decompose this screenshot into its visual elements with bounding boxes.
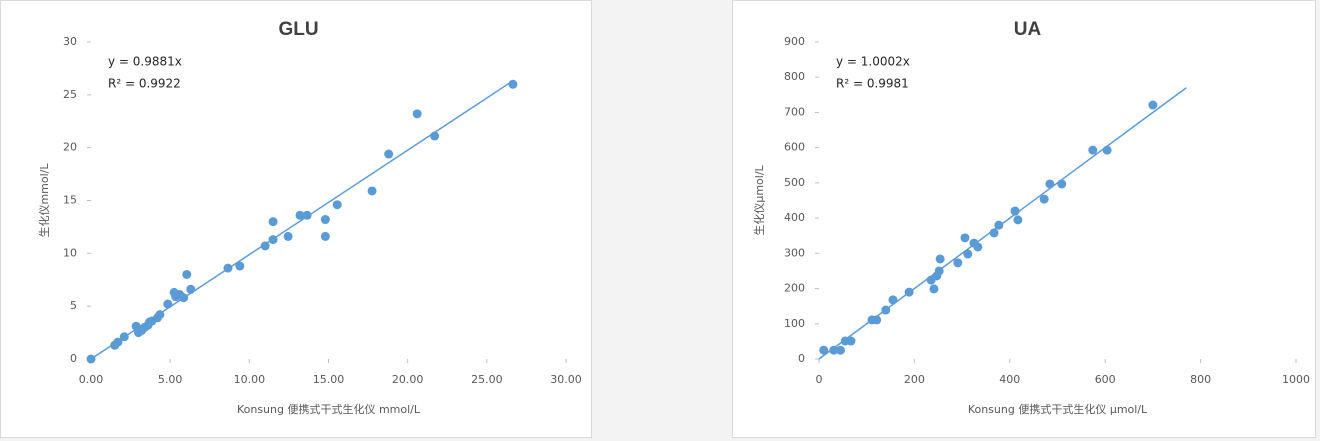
x-axis-label: Konsung 便携式干式生化仪 mmol/L [237,402,421,416]
point [960,233,970,243]
point [384,149,394,159]
x-tick-label: 15.00 [313,373,345,386]
x-tick-label: 800 [1190,373,1211,386]
x-tick-label: 200 [904,373,925,386]
point [320,231,330,241]
annotation: y = 1.0002x [836,55,910,69]
point [332,200,342,210]
x-tick-label: 10.00 [234,373,266,386]
point [268,235,278,245]
annotation: R² = 0.9922 [108,77,181,91]
point [881,305,891,315]
x-tick-label: 0.00 [79,373,104,386]
y-tick-label: 800 [784,70,805,83]
x-tick-label: 30.00 [550,373,582,386]
x-tick-label: 0 [816,373,823,386]
y-tick-label: 900 [784,35,805,48]
point [973,242,983,252]
x-tick-label: 1000 [1282,373,1310,386]
y-tick-label: 10 [63,246,77,259]
x-tick-label: 20.00 [392,373,424,386]
point [113,337,123,347]
point [268,217,278,227]
point [994,220,1004,230]
x-tick-label: 400 [999,373,1020,386]
point [888,295,898,305]
point [1039,194,1049,204]
point [367,186,377,196]
y-tick-label: 15 [63,194,77,207]
annotation: R² = 0.9981 [836,77,909,91]
y-tick-label: 300 [784,246,805,259]
point [963,249,973,259]
point [1102,145,1112,155]
annotation: y = 0.9881x [108,55,182,69]
point [302,210,312,220]
y-axis-label: 生化仪mmol/L [37,163,51,238]
chart-title: UA [1014,19,1042,40]
point [1057,179,1067,189]
point [186,284,196,294]
point [934,266,944,276]
y-tick-label: 400 [784,211,805,224]
point [508,79,518,89]
point [935,254,945,264]
chart-title: GLU [278,19,318,40]
point [819,345,829,355]
point [835,345,845,355]
point [320,215,330,225]
point [1010,206,1020,216]
point [260,241,270,251]
y-tick-label: 20 [63,141,77,154]
chart-panel [0,0,592,438]
point [163,299,173,309]
point [295,210,305,220]
point [155,310,165,320]
y-tick-label: 30 [63,35,77,48]
point [929,284,939,294]
point [86,354,96,364]
x-tick-label: 5.00 [158,373,183,386]
x-tick-label: 600 [1095,373,1116,386]
y-tick-label: 500 [784,176,805,189]
point [1148,100,1158,110]
y-tick-label: 25 [63,88,77,101]
x-axis-label: Konsung 便携式干式生化仪 µmol/L [968,402,1148,416]
y-tick-label: 100 [784,317,805,330]
point [1045,179,1055,189]
y-tick-label: 700 [784,105,805,118]
point [1088,145,1098,155]
point [412,109,422,119]
point [829,345,839,355]
chart-panel [732,0,1316,438]
point [179,293,189,303]
point [953,258,963,268]
point [223,263,233,273]
y-tick-label: 5 [70,299,77,312]
y-tick-label: 200 [784,282,805,295]
point [283,231,293,241]
point [1013,215,1023,225]
point [430,131,440,141]
point [119,332,129,342]
x-tick-label: 25.00 [471,373,503,386]
point [182,269,192,279]
point [846,336,856,346]
point [872,315,882,325]
point [989,228,999,238]
y-tick-label: 600 [784,141,805,154]
y-tick-label: 0 [70,352,77,365]
y-axis-label: 生化仪µmol/L [752,164,766,235]
y-tick-label: 0 [798,352,805,365]
point [904,287,914,297]
point [235,261,245,271]
